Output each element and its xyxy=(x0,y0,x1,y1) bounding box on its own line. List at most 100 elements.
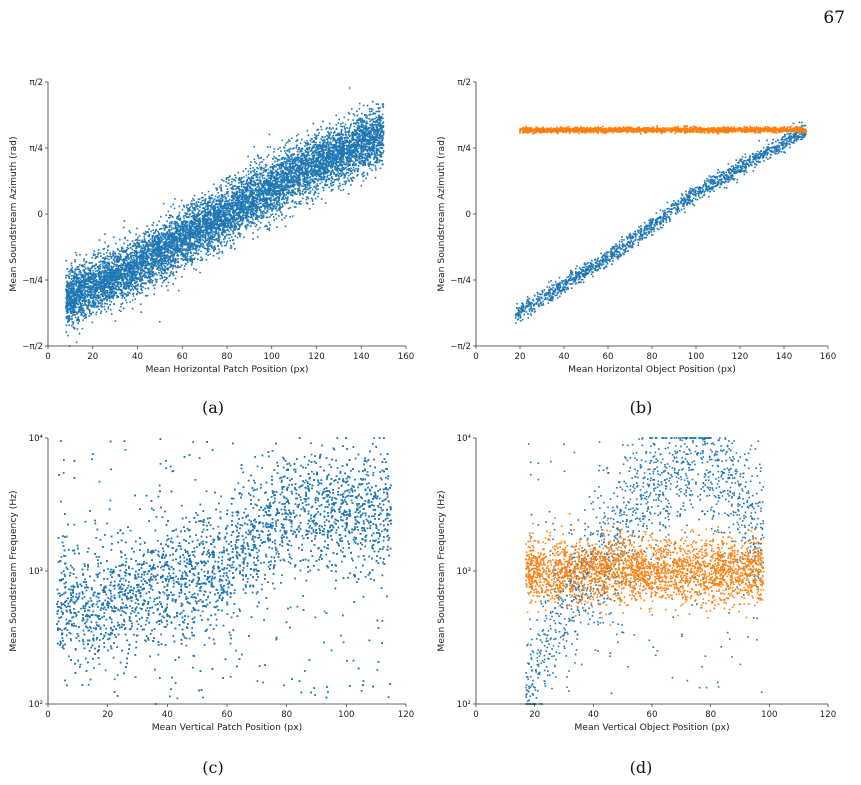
data-point xyxy=(91,266,93,269)
data-point xyxy=(291,157,293,159)
data-point xyxy=(101,288,103,290)
data-point xyxy=(149,279,152,281)
data-point xyxy=(340,189,342,192)
data-point xyxy=(267,172,269,174)
data-point xyxy=(347,179,350,182)
data-point xyxy=(171,226,173,229)
data-point xyxy=(245,228,247,230)
data-point xyxy=(264,166,267,168)
data-point xyxy=(374,117,376,120)
data-point xyxy=(309,162,311,165)
data-point xyxy=(141,239,144,241)
data-point xyxy=(227,200,229,202)
data-point xyxy=(320,144,322,147)
data-point xyxy=(173,243,176,245)
data-point xyxy=(210,214,212,217)
data-point xyxy=(335,159,338,162)
data-point xyxy=(152,249,155,252)
data-point xyxy=(357,155,359,158)
data-point xyxy=(259,208,261,211)
data-point xyxy=(97,301,100,303)
data-point xyxy=(328,136,331,138)
data-point xyxy=(258,207,261,210)
data-point xyxy=(308,164,310,166)
data-point xyxy=(182,254,184,256)
data-point xyxy=(296,144,298,146)
data-point xyxy=(239,233,242,235)
data-point xyxy=(276,160,279,162)
data-point xyxy=(213,248,215,251)
data-point xyxy=(271,210,273,212)
data-point xyxy=(361,112,363,115)
data-point xyxy=(104,267,106,270)
data-point xyxy=(141,249,143,252)
data-point xyxy=(184,265,186,267)
data-point xyxy=(182,242,184,244)
data-point xyxy=(254,206,257,209)
data-point xyxy=(191,262,193,264)
data-point xyxy=(336,148,338,150)
data-point xyxy=(220,241,223,243)
data-point xyxy=(118,281,120,283)
data-point xyxy=(106,299,108,302)
data-point xyxy=(372,164,375,166)
data-point xyxy=(190,226,193,228)
data-point xyxy=(167,210,170,213)
data-point xyxy=(79,278,82,280)
data-point xyxy=(298,156,301,159)
data-point xyxy=(238,182,240,184)
data-point xyxy=(119,238,121,241)
data-point xyxy=(138,246,140,248)
data-point xyxy=(181,228,183,230)
data-point xyxy=(141,253,143,255)
data-point xyxy=(244,202,247,204)
data-point xyxy=(93,273,95,276)
data-point xyxy=(144,276,146,278)
data-point xyxy=(77,268,79,270)
data-point xyxy=(91,302,94,304)
data-point xyxy=(371,122,373,125)
data-point xyxy=(68,277,71,279)
data-point xyxy=(75,300,78,302)
data-point xyxy=(151,248,153,250)
data-point xyxy=(337,179,340,181)
data-point xyxy=(90,313,92,316)
data-point xyxy=(124,299,127,301)
data-point xyxy=(298,202,300,205)
data-point xyxy=(111,255,113,258)
data-point xyxy=(116,295,118,297)
data-point xyxy=(185,215,187,218)
data-point xyxy=(170,232,173,235)
data-point xyxy=(92,303,95,306)
data-point xyxy=(297,161,299,164)
data-point xyxy=(307,134,310,136)
data-point xyxy=(343,154,345,156)
data-point xyxy=(364,147,367,149)
data-point xyxy=(87,293,89,295)
data-point xyxy=(232,201,235,204)
data-point xyxy=(109,291,111,294)
data-point xyxy=(241,214,244,217)
data-point xyxy=(228,233,231,236)
data-point xyxy=(345,162,347,164)
data-point xyxy=(291,166,293,168)
data-point xyxy=(309,176,312,178)
data-point xyxy=(97,281,100,283)
data-point xyxy=(315,162,317,164)
data-point xyxy=(127,244,129,247)
data-point xyxy=(88,315,90,317)
data-point xyxy=(357,124,359,127)
data-point xyxy=(198,246,201,249)
data-point xyxy=(156,244,159,246)
data-point xyxy=(85,267,87,270)
data-point xyxy=(253,169,256,171)
data-point xyxy=(76,319,78,322)
data-point xyxy=(309,179,311,182)
data-point xyxy=(333,160,335,162)
data-point xyxy=(163,229,166,231)
data-point xyxy=(218,248,220,251)
data-point xyxy=(341,166,344,168)
data-point xyxy=(128,281,131,283)
data-point xyxy=(304,167,306,170)
data-point xyxy=(327,171,329,173)
